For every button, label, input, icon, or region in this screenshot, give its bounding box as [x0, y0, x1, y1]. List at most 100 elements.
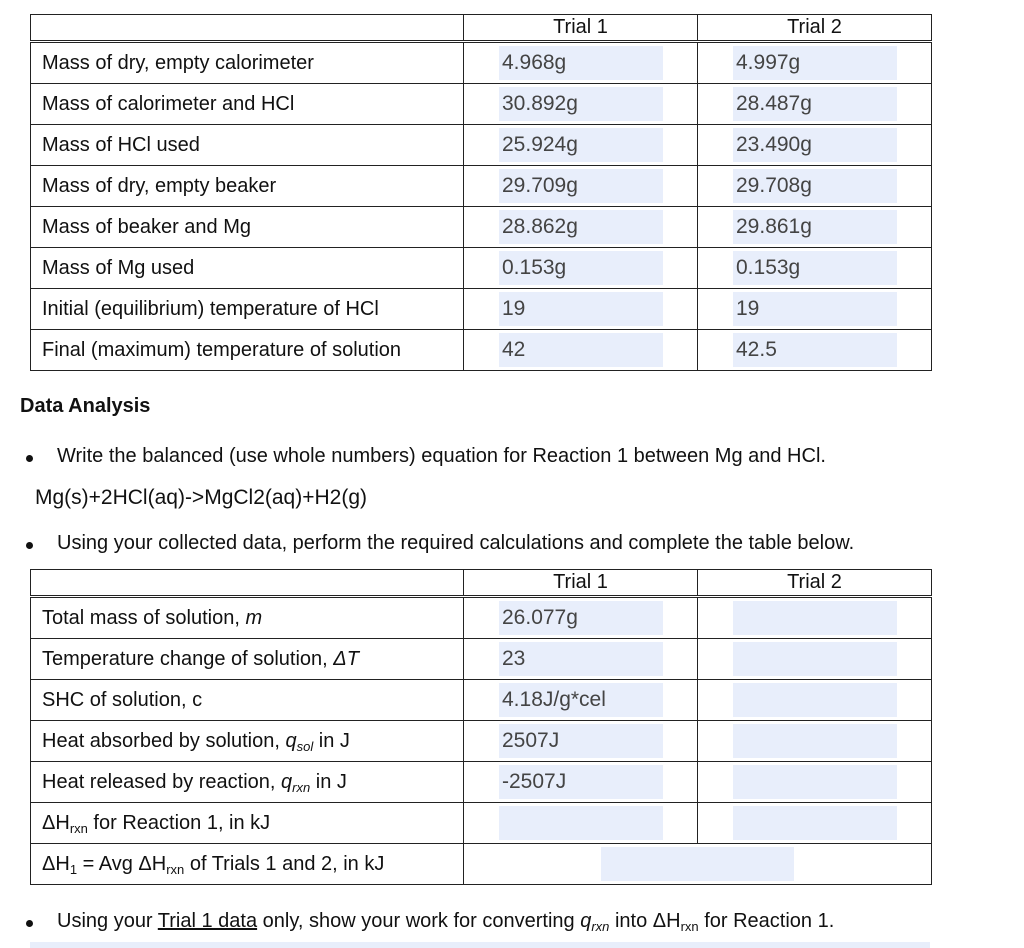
- text: Using your: [57, 910, 158, 932]
- merged-cell: [463, 843, 932, 885]
- row: Mass of calorimeter and HCl 30.892g 28.487…: [30, 83, 932, 125]
- row: Final (maximum) temperature of solution 4…: [30, 329, 932, 371]
- row: Heat released by reaction, qrxn in J -25…: [30, 761, 932, 803]
- bullet: [26, 455, 33, 462]
- cell: [697, 596, 932, 639]
- bullet-text: Using your collected data, perform the r…: [57, 532, 855, 554]
- symbol: c: [192, 688, 203, 711]
- cell: 23.490g: [697, 124, 932, 166]
- row: ΔH1 = Avg ΔHrxn of Trials 1 and 2, in kJ: [30, 843, 932, 885]
- text: in J: [310, 770, 347, 793]
- value: 19: [499, 292, 663, 326]
- text: ΔH: [42, 852, 70, 875]
- subscript: rxn: [680, 919, 699, 934]
- label: Final (maximum) temperature of solution: [30, 329, 464, 371]
- cell: 4.968g: [463, 41, 698, 84]
- cell: 29.709g: [463, 165, 698, 207]
- row: Mass of dry, empty calorimeter 4.968g 4.99…: [30, 41, 932, 84]
- value: 23: [499, 642, 663, 676]
- cell: 0.153g: [697, 247, 932, 289]
- row: Temperature change of solution, ΔT 23: [30, 638, 932, 680]
- cell: 28.862g: [463, 206, 698, 248]
- row: Mass of HCl used 25.924g 23.490g: [30, 124, 932, 166]
- input-area: [733, 601, 897, 635]
- bullet-text: Write the balanced (use whole numbers) e…: [57, 445, 826, 467]
- symbol: ΔT: [333, 647, 359, 670]
- value: 29.861g: [733, 210, 897, 244]
- symbol: q: [580, 910, 592, 932]
- input-area: [733, 642, 897, 676]
- row: Mass of Mg used 0.153g 0.153g: [30, 247, 932, 289]
- cell: 19: [697, 288, 932, 330]
- subscript: rxn: [591, 919, 610, 934]
- label: ΔH1 = Avg ΔHrxn of Trials 1 and 2, in kJ: [30, 843, 464, 885]
- value: 19: [733, 292, 897, 326]
- value: 4.997g: [733, 46, 897, 80]
- value: 2507J: [499, 724, 663, 758]
- label: Initial (equilibrium) temperature of HCl: [30, 288, 464, 330]
- input-area: [733, 683, 897, 717]
- bullet: [26, 542, 33, 549]
- value: 4.18J/g*cel: [499, 683, 663, 717]
- cell: 25.924g: [463, 124, 698, 166]
- value: 42.5: [733, 333, 897, 367]
- text: only, show your work for converting: [257, 910, 581, 932]
- text: ΔH: [42, 811, 70, 834]
- text: Heat absorbed by solution,: [42, 729, 286, 752]
- label: SHC of solution, c: [30, 679, 464, 721]
- text: for Reaction 1, in kJ: [87, 811, 271, 834]
- cell: [697, 720, 932, 762]
- row: Initial (equilibrium) temperature of HCl…: [30, 288, 932, 330]
- cell: [697, 679, 932, 721]
- data-table: Trial 1 Trial 2 Mass of dry, empty calor…: [30, 14, 932, 371]
- row: ΔHrxn for Reaction 1, in kJ: [30, 802, 932, 844]
- label: Total mass of solution, m: [30, 596, 464, 639]
- subscript: sol: [296, 738, 314, 754]
- cell: 42.5: [697, 329, 932, 371]
- cell: [697, 802, 932, 844]
- text: Temperature change of solution,: [42, 647, 334, 670]
- header-cell: Trial 1: [463, 569, 698, 598]
- value: 28.487g: [733, 87, 897, 121]
- cell: 19: [463, 288, 698, 330]
- label: Mass of dry, empty beaker: [30, 165, 464, 207]
- cell: [697, 638, 932, 680]
- subscript: rxn: [69, 820, 88, 836]
- label: Mass of HCl used: [30, 124, 464, 166]
- label: ΔHrxn for Reaction 1, in kJ: [30, 802, 464, 844]
- input-area: [601, 847, 794, 881]
- label: Heat absorbed by solution, qsol in J: [30, 720, 464, 762]
- header-row: Trial 1 Trial 2: [30, 14, 932, 43]
- bullet-text: Using your Trial 1 data only, show your …: [57, 910, 834, 933]
- subscript: 1: [69, 861, 78, 877]
- input-area: [733, 724, 897, 758]
- cell: 4.18J/g*cel: [463, 679, 698, 721]
- value: 42: [499, 333, 663, 367]
- subscript: rxn: [292, 779, 311, 795]
- label: Mass of calorimeter and HCl: [30, 83, 464, 125]
- text: Trial 1 data: [157, 910, 258, 932]
- row: Total mass of solution, m 26.077g: [30, 596, 932, 639]
- text: Total mass of solution,: [42, 606, 246, 629]
- value: 28.862g: [499, 210, 663, 244]
- calc-table: Trial 1 Trial 2 Total mass of solution, …: [30, 569, 932, 885]
- cell: [463, 802, 698, 844]
- symbol: q: [281, 770, 293, 793]
- cell: 30.892g: [463, 83, 698, 125]
- text: = Avg ΔH: [77, 852, 167, 875]
- text: into ΔH: [609, 910, 681, 932]
- cell: [697, 761, 932, 803]
- cell: 42: [463, 329, 698, 371]
- input-area: [733, 806, 897, 840]
- header-row: Trial 1 Trial 2: [30, 569, 932, 598]
- symbol: q: [285, 729, 297, 752]
- header-cell: [30, 14, 464, 43]
- text: SHC of solution,: [42, 688, 193, 711]
- value: 0.153g: [499, 251, 663, 285]
- value: 29.708g: [733, 169, 897, 203]
- cell: 0.153g: [463, 247, 698, 289]
- value: 30.892g: [499, 87, 663, 121]
- cell: 28.487g: [697, 83, 932, 125]
- row: Mass of dry, empty beaker 29.709g 29.708g: [30, 165, 932, 207]
